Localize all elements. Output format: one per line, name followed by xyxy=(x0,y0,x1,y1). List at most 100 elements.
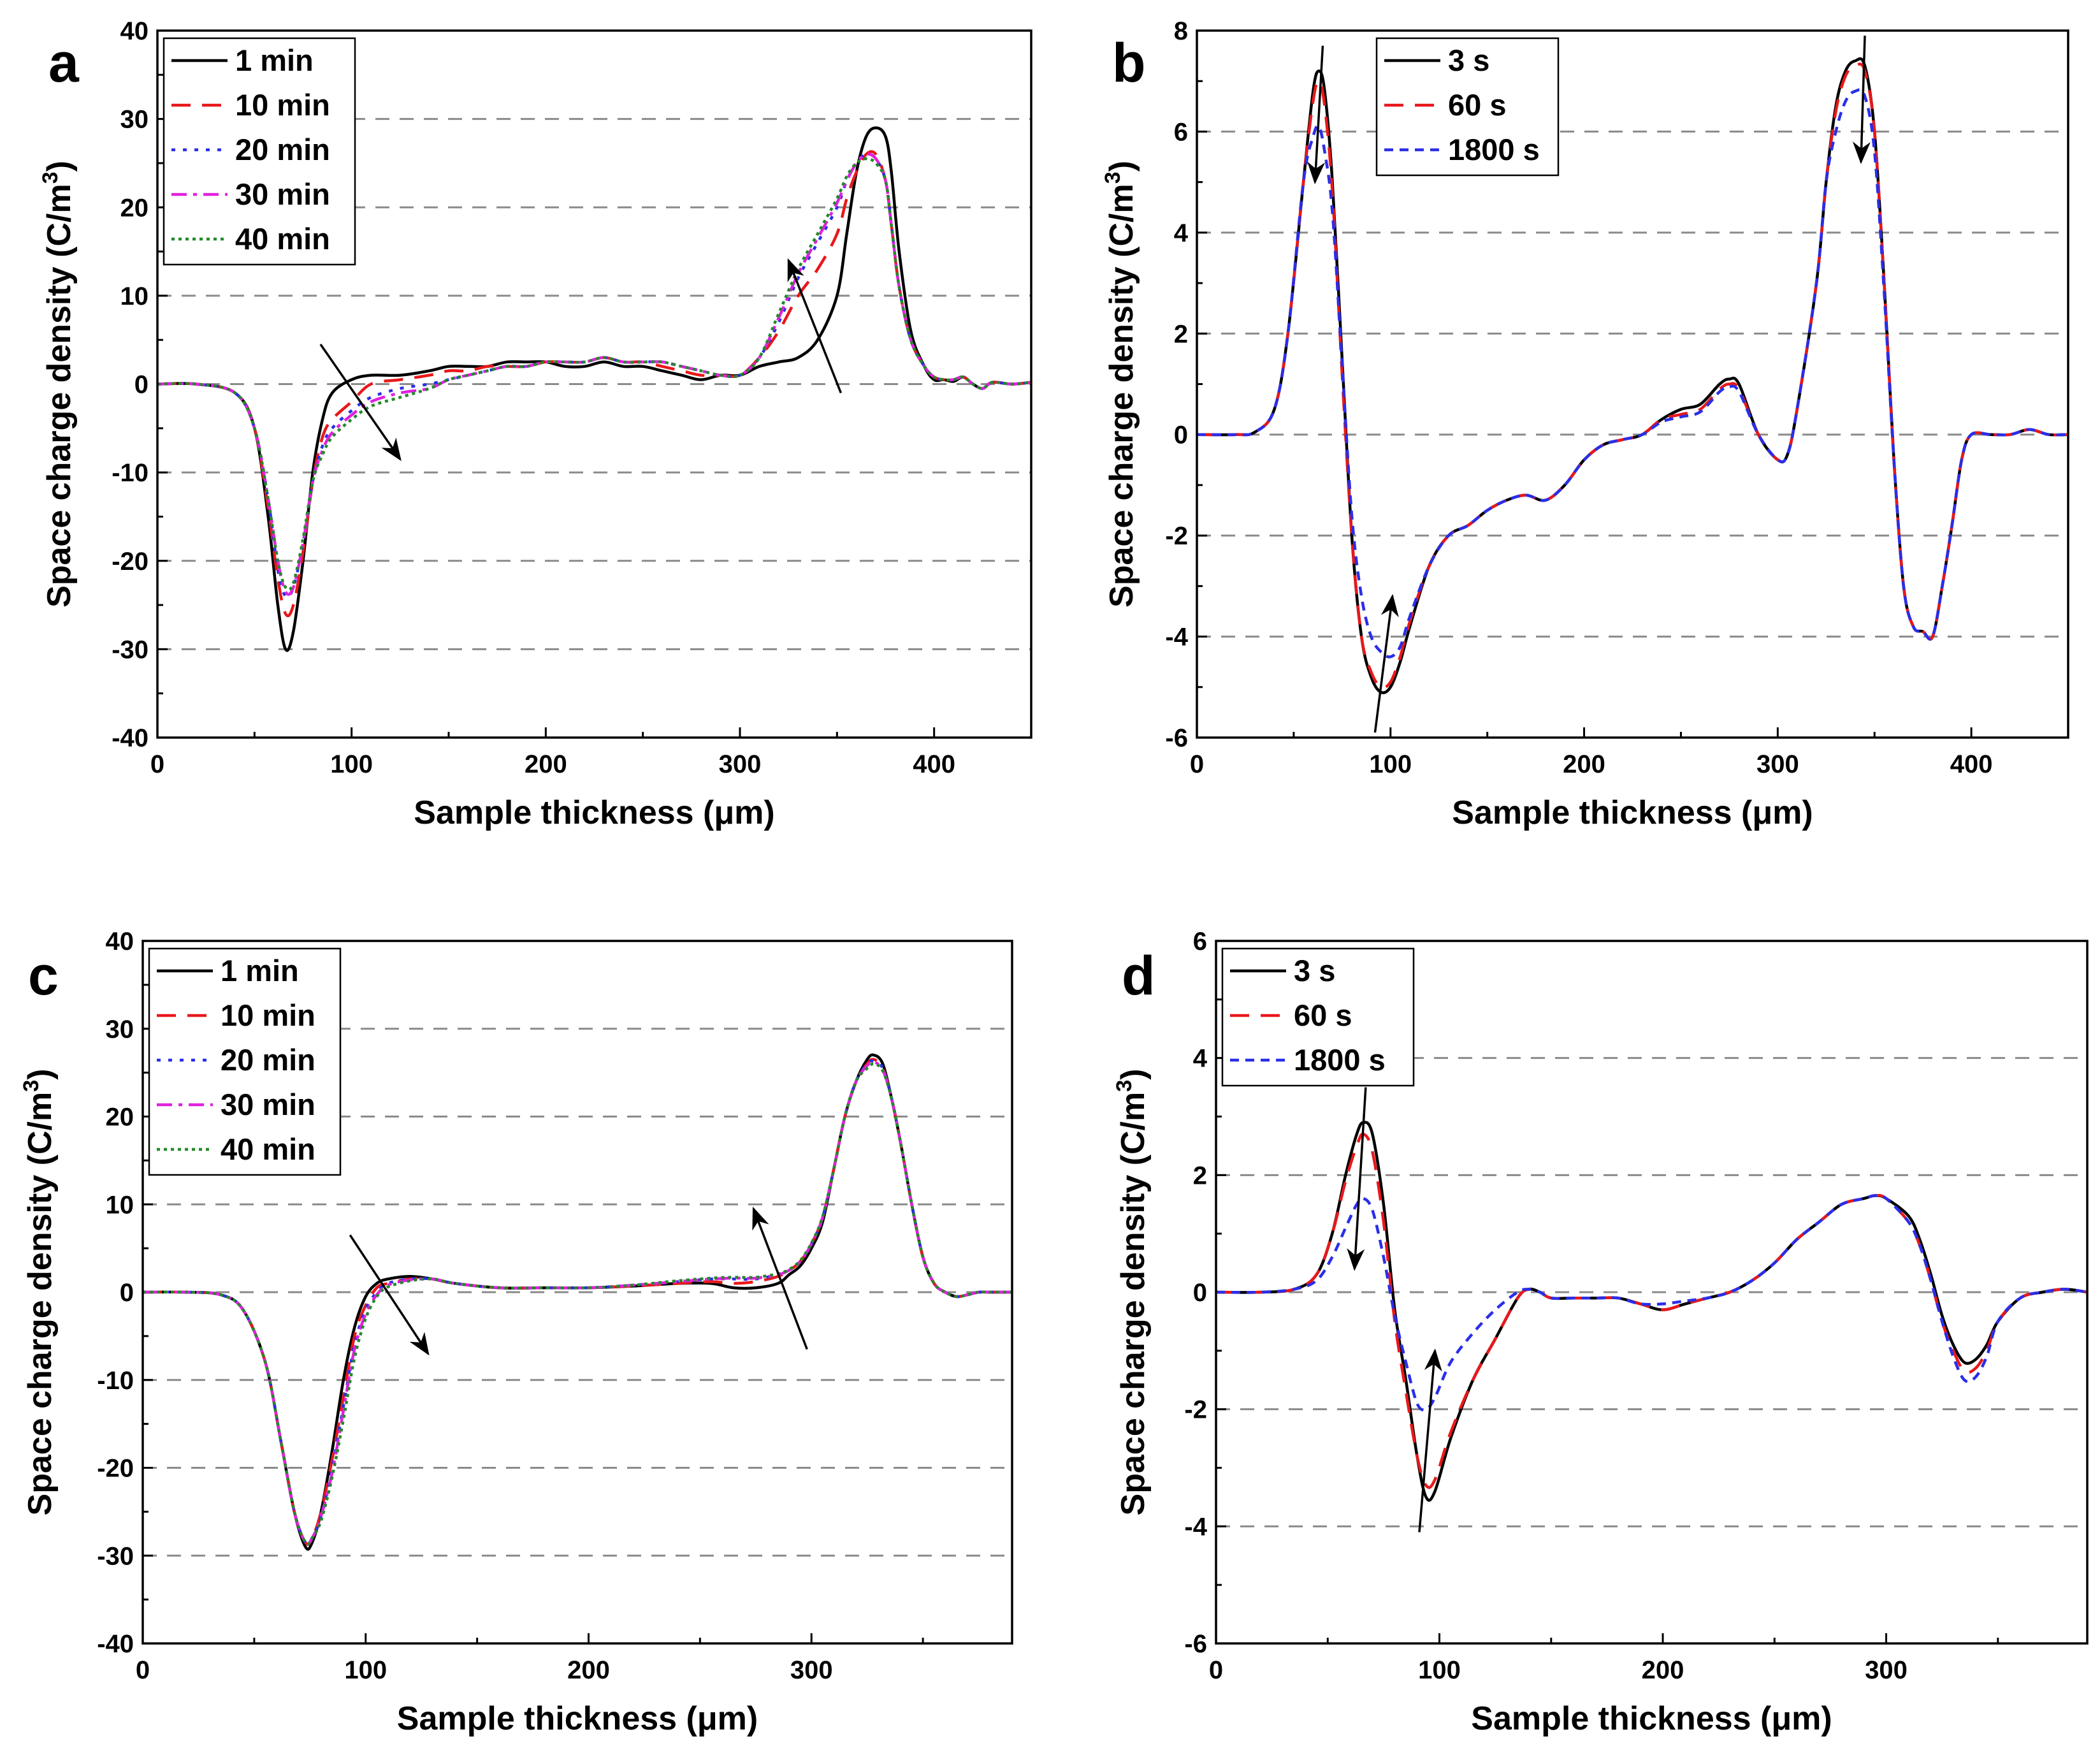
panel-letter: d xyxy=(1122,945,1155,1007)
series-line-1800-s xyxy=(1216,1193,2087,1411)
legend-label: 60 s xyxy=(1294,998,1352,1032)
y-tick-label: 6 xyxy=(1193,928,1207,956)
y-axis-title-main: Space charge density (C/m xyxy=(22,1092,59,1516)
x-axis-title: Sample thickness (μm) xyxy=(1452,794,1813,831)
legend-label: 1 min xyxy=(235,43,314,77)
series-line-40-min xyxy=(143,1062,1012,1546)
trend-arrow xyxy=(1418,1348,1442,1533)
y-tick-label: -2 xyxy=(1165,522,1188,550)
x-tick-label: 200 xyxy=(1642,1656,1684,1684)
y-axis-title-sup: 3 xyxy=(1101,171,1125,184)
y-tick-label: 40 xyxy=(106,928,134,956)
y-tick-label: 2 xyxy=(1174,320,1188,348)
y-axis-title-close: ) xyxy=(41,161,78,171)
y-tick-label: 20 xyxy=(120,194,149,222)
y-tick-label: -40 xyxy=(97,1630,134,1658)
y-tick-label: -6 xyxy=(1165,724,1188,752)
legend: 3 s 60 s 1800 s xyxy=(1221,947,1415,1087)
y-axis-title-close: ) xyxy=(1115,1069,1152,1080)
y-tick-label: 40 xyxy=(120,17,149,45)
y-tick-label: -6 xyxy=(1184,1630,1207,1658)
y-tick-label: 4 xyxy=(1193,1045,1208,1073)
y-tick-label: 30 xyxy=(120,106,149,134)
trend-arrow xyxy=(349,1234,430,1356)
y-tick-label: 2 xyxy=(1193,1161,1207,1190)
y-tick-label: -4 xyxy=(1184,1513,1207,1541)
x-tick-label: 0 xyxy=(1209,1656,1223,1684)
legend-label: 40 min xyxy=(221,1132,315,1166)
y-tick-label: 30 xyxy=(106,1016,134,1044)
y-tick-label: -10 xyxy=(112,459,148,487)
legend-label: 1800 s xyxy=(1448,133,1540,166)
x-axis-title: Sample thickness (μm) xyxy=(1471,1700,1832,1737)
series-line-1800-s xyxy=(1197,88,2068,659)
x-tick-label: 300 xyxy=(1756,750,1799,778)
series-line-60-s xyxy=(1216,1132,2087,1489)
legend-box xyxy=(163,37,356,266)
series-line-40-min xyxy=(157,157,1031,592)
legend-label: 40 min xyxy=(235,222,330,256)
x-tick-label: 100 xyxy=(1418,1656,1461,1684)
plot-frame xyxy=(1196,29,2069,739)
y-axis-title: Space charge density (C/m3) xyxy=(1101,161,1140,608)
y-tick-label: 0 xyxy=(120,1279,134,1307)
panel-b: -6 -4 -2 0 2 4 6 8 0 100 200 300 400 3 s 60 s 1800 s b Sa… xyxy=(1101,17,2069,831)
y-tick-label: -40 xyxy=(112,724,148,752)
x-tick-label: 100 xyxy=(330,750,373,778)
trend-arrow xyxy=(752,1206,808,1350)
y-tick-label: 20 xyxy=(106,1103,134,1132)
y-tick-label: 0 xyxy=(134,371,148,399)
trend-arrow xyxy=(1373,593,1399,733)
legend: 3 s 60 s 1800 s xyxy=(1375,37,1560,177)
x-tick-label: 100 xyxy=(1369,750,1412,778)
series-line-3-s xyxy=(1197,57,2068,694)
x-tick-label: 300 xyxy=(790,1656,833,1684)
panel-letter: b xyxy=(1112,33,1146,94)
y-tick-label: -30 xyxy=(112,636,148,664)
x-tick-label: 400 xyxy=(913,750,955,778)
plot-frame xyxy=(141,940,1013,1645)
y-tick-label: -20 xyxy=(97,1455,134,1483)
y-axis-title-close: ) xyxy=(22,1069,59,1080)
y-axis-title: Space charge density (C/m3) xyxy=(19,1069,59,1516)
y-tick-label: 8 xyxy=(1174,17,1188,45)
panel-letter: a xyxy=(48,33,80,94)
series-line-60-s xyxy=(1197,62,2068,690)
trend-arrow xyxy=(319,344,402,462)
trend-arrow xyxy=(1852,35,1871,164)
x-axis-title: Sample thickness (μm) xyxy=(397,1700,758,1737)
panel-letter: c xyxy=(28,945,59,1007)
trend-arrow xyxy=(787,258,843,394)
y-axis-title-main: Space charge density (C/m xyxy=(41,184,78,608)
x-tick-label: 400 xyxy=(1950,750,1993,778)
y-tick-label: 0 xyxy=(1174,421,1188,449)
y-tick-label: 0 xyxy=(1193,1279,1207,1307)
y-tick-label: 6 xyxy=(1174,118,1188,146)
y-axis-title-sup: 3 xyxy=(38,171,62,184)
trend-arrow xyxy=(1347,1087,1367,1271)
legend-label: 3 s xyxy=(1448,43,1489,77)
legend: 1 min 10 min 20 min 30 min 40 min xyxy=(148,947,342,1176)
x-tick-label: 0 xyxy=(136,1656,150,1684)
x-tick-label: 300 xyxy=(1865,1656,1908,1684)
x-tick-label: 300 xyxy=(719,750,762,778)
plot-frame xyxy=(156,29,1032,739)
y-axis-title: Space charge density (C/m3) xyxy=(1112,1069,1152,1516)
x-tick-label: 200 xyxy=(567,1656,610,1684)
y-tick-label: 10 xyxy=(106,1191,134,1219)
plot-frame xyxy=(1215,940,2089,1645)
y-axis-title-main: Space charge density (C/m xyxy=(1115,1092,1152,1516)
x-tick-label: 0 xyxy=(150,750,164,778)
y-tick-label: -30 xyxy=(97,1542,134,1570)
y-axis-title-sup: 3 xyxy=(19,1080,43,1092)
panel-d: -6 -4 -2 0 2 4 6 0 100 200 300 3 s 60 s 1800 s d Sample… xyxy=(1112,928,2089,1737)
legend-label: 10 min xyxy=(235,88,330,122)
y-tick-label: -2 xyxy=(1184,1396,1207,1424)
x-tick-label: 0 xyxy=(1190,750,1204,778)
legend-label: 30 min xyxy=(235,177,330,211)
x-tick-label: 200 xyxy=(525,750,567,778)
trend-arrow xyxy=(1307,45,1326,185)
legend-label: 3 s xyxy=(1294,954,1335,987)
